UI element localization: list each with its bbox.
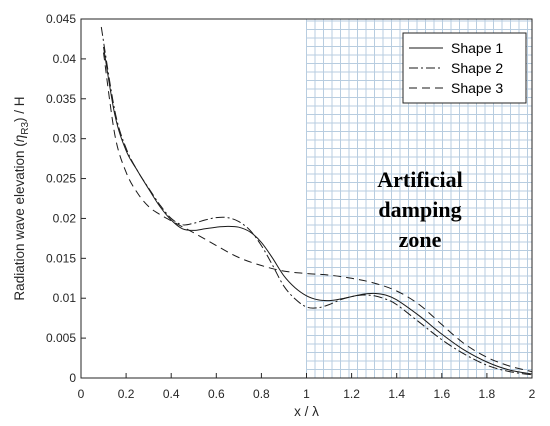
y-axis-label-tail: ) / H <box>12 96 27 122</box>
y-tick-label: 0.02 <box>53 211 77 225</box>
x-tick-label: 1 <box>303 387 310 401</box>
y-tick-label: 0 <box>69 371 76 385</box>
y-tick-label: 0.035 <box>46 92 76 106</box>
series-layer <box>100 26 533 376</box>
x-axis-label: x / λ <box>294 404 319 419</box>
damping-zone-label-line: zone <box>399 227 442 252</box>
x-tick-label: 0 <box>78 387 85 401</box>
x-tick-label: 0.8 <box>253 387 270 401</box>
y-tick-label: 0.04 <box>53 52 77 66</box>
x-tick-label: 1.6 <box>433 387 450 401</box>
legend: Shape 1 Shape 2 Shape 3 <box>402 32 527 104</box>
y-axis-label-main: Radiation wave elevation ( <box>12 142 27 301</box>
y-axis-label: Radiation wave elevation (ηR3) / H <box>12 96 31 300</box>
legend-label: Shape 1 <box>451 40 503 56</box>
legend-label: Shape 2 <box>451 60 503 76</box>
x-tick-label: 0.6 <box>208 387 225 401</box>
axis-ticks: 0 0.2 0.4 0.6 0.8 1 1.2 1.4 1.6 1.8 2 0 0.005 0.01 0.0… <box>46 12 536 401</box>
y-tick-label: 0.01 <box>53 291 77 305</box>
x-tick-label: 2 <box>529 387 536 401</box>
y-tick-label: 0.045 <box>46 12 76 26</box>
series-line-shape-2 <box>100 26 533 376</box>
damping-zone-label-line: Artificial <box>377 167 463 192</box>
y-axis-label-symbol: η <box>12 135 27 143</box>
damping-zone-label: Artificial damping zone <box>377 167 463 252</box>
y-tick-label: 0.025 <box>46 172 76 186</box>
x-tick-label: 1.2 <box>343 387 360 401</box>
x-tick-label: 1.4 <box>388 387 405 401</box>
x-tick-label: 0.4 <box>163 387 180 401</box>
damping-zone <box>306 19 532 379</box>
x-tick-label: 0.2 <box>118 387 135 401</box>
y-tick-label: 0.005 <box>46 331 76 345</box>
x-tick-label: 1.8 <box>479 387 496 401</box>
y-tick-label: 0.03 <box>53 132 77 146</box>
legend-box <box>402 32 527 104</box>
series-line-shape-3 <box>103 52 533 373</box>
damping-zone-label-line: damping <box>378 197 461 222</box>
y-axis-label-subscript: R3 <box>20 122 31 135</box>
y-tick-label: 0.015 <box>46 251 76 265</box>
legend-label: Shape 3 <box>451 80 503 96</box>
series-line-shape-1 <box>103 46 533 375</box>
